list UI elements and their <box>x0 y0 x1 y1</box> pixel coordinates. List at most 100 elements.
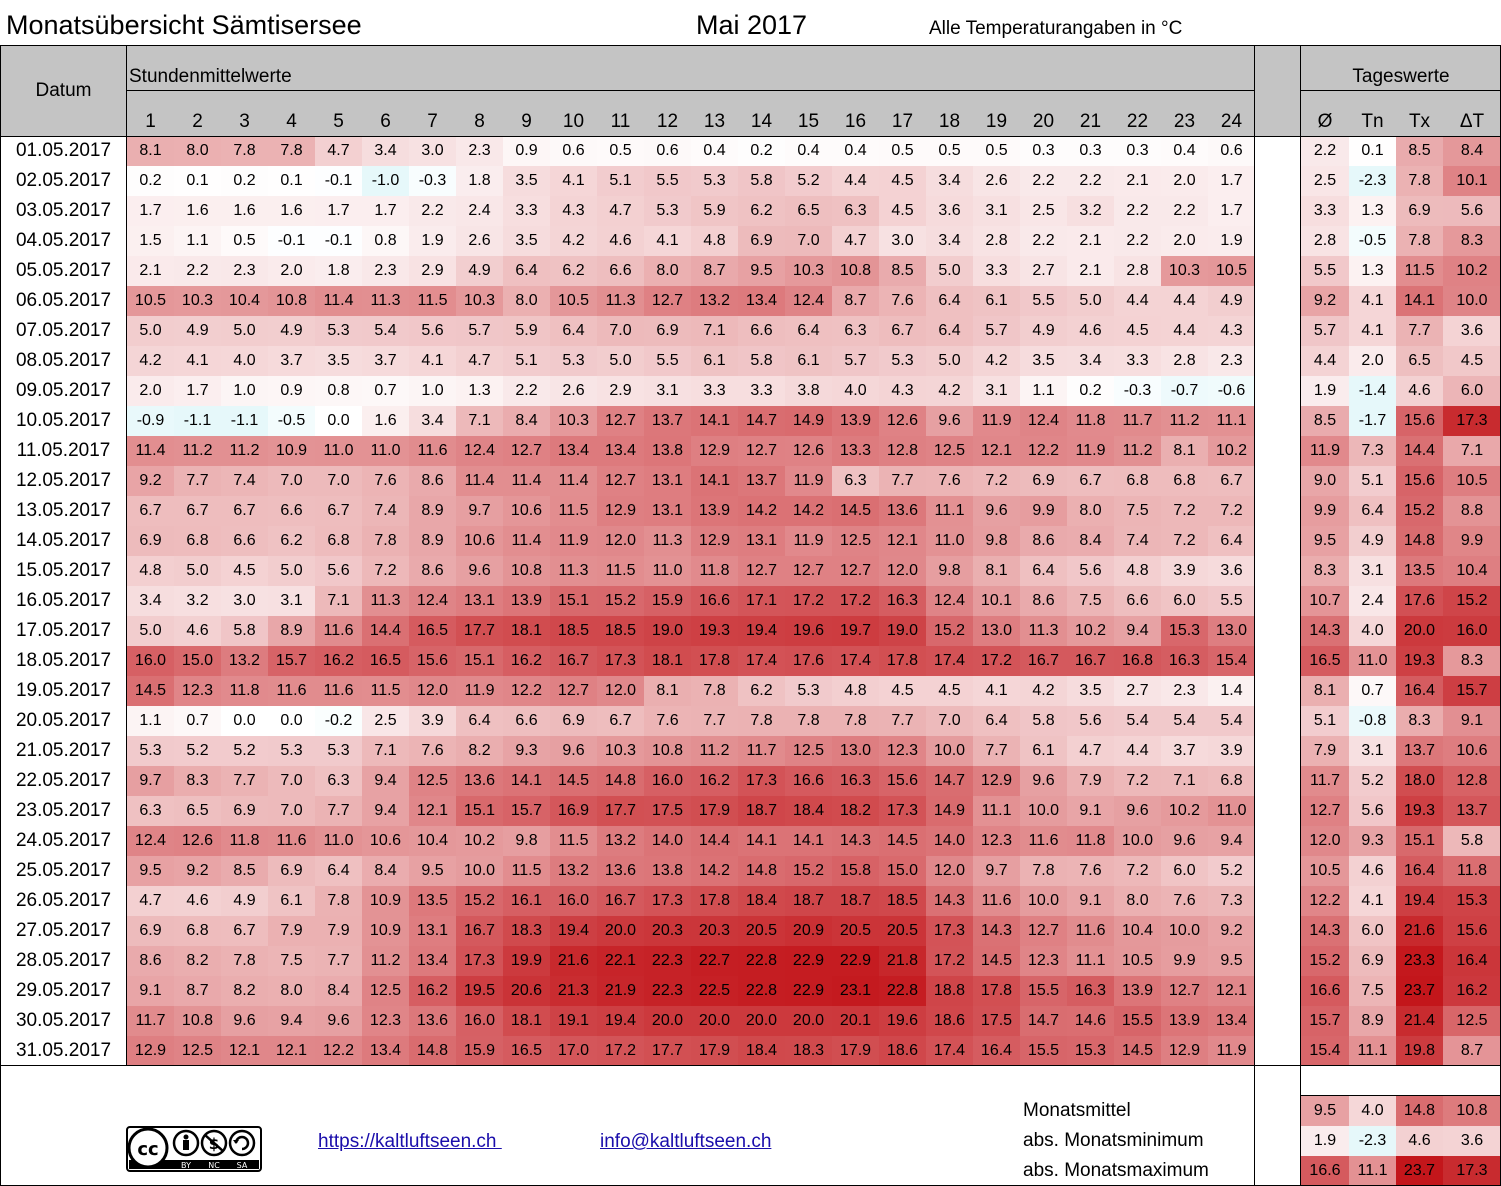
hourly-cell: 13.6 <box>409 1006 456 1036</box>
hourly-cell: 17.2 <box>973 646 1020 676</box>
hourly-cell: 22.8 <box>738 976 785 1006</box>
hourly-cell: 6.9 <box>221 796 268 826</box>
hourly-cell: 3.1 <box>644 376 691 406</box>
hourly-cell: 1.6 <box>268 196 315 226</box>
hourly-cell: 13.0 <box>973 616 1020 646</box>
hourly-cell: 6.3 <box>315 766 362 796</box>
hourly-cell: 9.5 <box>127 856 174 886</box>
hourly-cell: 12.9 <box>597 496 644 526</box>
hourly-cell: 21.9 <box>597 976 644 1006</box>
hourly-cell: 7.0 <box>315 466 362 496</box>
hourly-cell: 14.0 <box>926 826 973 856</box>
hourly-cell: 11.5 <box>362 676 409 706</box>
date-label: 14.05.2017 <box>15 530 112 551</box>
hourly-cell: 12.4 <box>127 826 174 856</box>
hourly-cell: 3.9 <box>409 706 456 736</box>
hourly-cell: 14.8 <box>738 856 785 886</box>
month-label: Mai 2017 <box>696 10 808 40</box>
hourly-cell: 6.3 <box>832 316 879 346</box>
hourly-cell: 5.0 <box>127 316 174 346</box>
daily-cell: 9.1 <box>1443 706 1501 736</box>
hourly-cell: 11.3 <box>362 586 409 616</box>
hourly-cell: 7.8 <box>691 676 738 706</box>
hourly-cell: 7.9 <box>1067 766 1114 796</box>
hourly-cell: 2.2 <box>1067 166 1114 196</box>
summary-cell: 11.1 <box>1349 1156 1396 1186</box>
hourly-cell: 1.7 <box>1208 166 1255 196</box>
hourly-cell: 12.1 <box>1208 976 1255 1006</box>
hourly-cell: 6.1 <box>973 286 1020 316</box>
hourly-cell: 3.6 <box>926 196 973 226</box>
hourly-cell: 10.6 <box>503 496 550 526</box>
hourly-cell: 18.7 <box>738 796 785 826</box>
hour-header: 1 <box>145 111 156 132</box>
hourly-cell: 9.4 <box>1208 826 1255 856</box>
hourly-cell: 12.9 <box>1161 1036 1208 1066</box>
hourly-cell: 11.2 <box>174 436 221 466</box>
daily-cell: 4.6 <box>1396 376 1443 406</box>
hourly-cell: 13.9 <box>691 496 738 526</box>
hourly-cell: 10.6 <box>456 526 503 556</box>
hourly-cell: 19.4 <box>597 1006 644 1036</box>
daily-cell: 11.7 <box>1301 766 1349 796</box>
hourly-cell: 15.5 <box>1020 976 1067 1006</box>
hourly-cell: 3.1 <box>973 196 1020 226</box>
hourly-cell: 2.2 <box>174 256 221 286</box>
hourly-cell: 5.6 <box>315 556 362 586</box>
summary-label: abs. Monatsmaximum <box>1023 1160 1209 1181</box>
daily-cell: 2.5 <box>1301 166 1349 196</box>
daily-cell: 14.8 <box>1396 526 1443 556</box>
hourly-cell: 10.0 <box>1020 886 1067 916</box>
hourly-cell: 8.7 <box>691 256 738 286</box>
hourly-cell: 3.7 <box>362 346 409 376</box>
website-link[interactable]: https://kaltluftseen.ch <box>318 1131 502 1152</box>
hourly-cell: 15.6 <box>409 646 456 676</box>
hourly-cell: 16.0 <box>550 886 597 916</box>
hourly-cell: 0.4 <box>832 136 879 166</box>
hourly-cell: 7.1 <box>362 736 409 766</box>
hourly-cell: 0.3 <box>1020 136 1067 166</box>
hourly-cell: 5.8 <box>221 616 268 646</box>
hourly-cell: 12.5 <box>409 766 456 796</box>
hourly-cell: 12.6 <box>174 826 221 856</box>
hourly-cell: 12.7 <box>832 556 879 586</box>
email-link[interactable]: info@kaltluftseen.ch <box>600 1131 772 1152</box>
daily-left-border <box>1300 45 1301 1186</box>
daily-cell: 8.3 <box>1443 226 1501 256</box>
hourly-cell: 1.6 <box>221 196 268 226</box>
hourly-cell: 20.0 <box>597 916 644 946</box>
hourly-cell: 22.3 <box>644 946 691 976</box>
hourly-cell: 5.2 <box>1208 856 1255 886</box>
hourly-cell: 17.7 <box>456 616 503 646</box>
hourly-cell: 4.5 <box>879 676 926 706</box>
hourly-cell: 13.4 <box>1208 1006 1255 1036</box>
date-label: 31.05.2017 <box>15 1040 112 1061</box>
hourly-cell: 14.8 <box>597 766 644 796</box>
daily-cell: 15.2 <box>1443 586 1501 616</box>
hourly-cell: 22.9 <box>785 946 832 976</box>
daily-col-header: Tx <box>1408 111 1431 132</box>
date-label: 05.05.2017 <box>15 260 112 281</box>
hourly-cell: 3.7 <box>268 346 315 376</box>
hourly-cell: 13.2 <box>597 826 644 856</box>
hourly-cell: 11.4 <box>503 466 550 496</box>
hourly-cell: 0.5 <box>879 136 926 166</box>
hourly-cell: 6.0 <box>1161 856 1208 886</box>
hourly-cell: 11.4 <box>127 436 174 466</box>
hourly-cell: 2.3 <box>221 256 268 286</box>
hourly-cell: 7.7 <box>315 796 362 826</box>
hourly-cell: 5.6 <box>409 316 456 346</box>
hourly-cell: 9.4 <box>362 796 409 826</box>
hourly-cell: 3.4 <box>926 226 973 256</box>
hourly-cell: 5.5 <box>644 166 691 196</box>
hourly-cell: 5.3 <box>315 736 362 766</box>
hourly-cell: 6.1 <box>691 346 738 376</box>
daily-cell: 5.6 <box>1349 796 1396 826</box>
hourly-cell: 20.0 <box>785 1006 832 1036</box>
daily-col-header: ΔT <box>1459 111 1485 132</box>
hourly-cell: 10.2 <box>1067 616 1114 646</box>
hourly-cell: 23.1 <box>832 976 879 1006</box>
daily-cell: 18.0 <box>1396 766 1443 796</box>
hourly-cell: 8.7 <box>832 286 879 316</box>
summary-cell: -2.3 <box>1349 1126 1396 1156</box>
